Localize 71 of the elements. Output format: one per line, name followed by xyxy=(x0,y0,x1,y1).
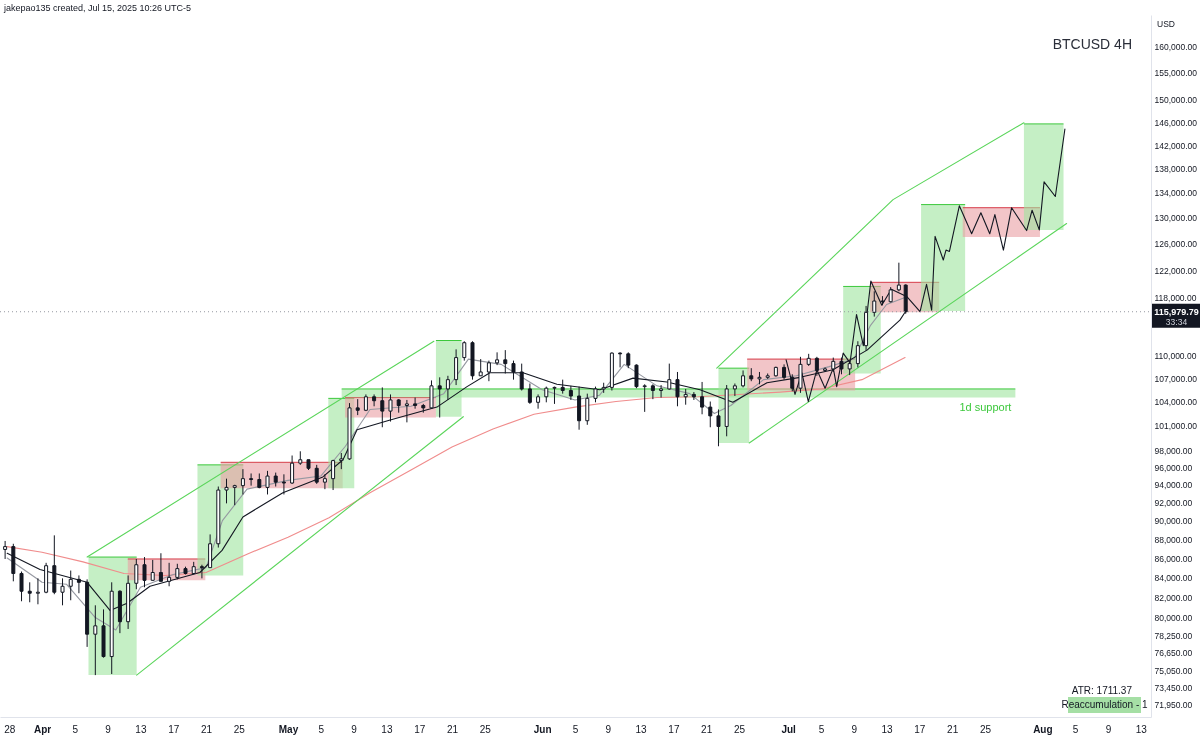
x-tick-label: Jul xyxy=(781,723,797,735)
y-axis-title: USD xyxy=(1157,19,1175,29)
x-tick-label: Apr xyxy=(33,723,52,735)
y-tick-label: 146,000.00 xyxy=(1154,117,1198,128)
y-tick-label: 142,000.00 xyxy=(1154,140,1198,151)
y-tick-label: 130,000.00 xyxy=(1154,213,1198,224)
x-tick-label: 21 xyxy=(200,723,213,735)
y-tick-label: 80,000.00 xyxy=(1154,613,1193,624)
x-tick-label: 13 xyxy=(881,723,894,735)
x-tick-label: 9 xyxy=(1105,723,1112,735)
y-tick-label: 78,250.00 xyxy=(1154,631,1193,642)
x-tick-label: 9 xyxy=(351,723,358,735)
x-tick-label: 25 xyxy=(479,723,492,735)
x-tick-label: 17 xyxy=(168,723,180,735)
y-tick-label: 110,000.00 xyxy=(1154,350,1197,361)
y-tick-label: 88,000.00 xyxy=(1154,534,1193,545)
x-tick-label: 9 xyxy=(851,723,858,735)
text: BTCUSD 4H xyxy=(1052,36,1132,52)
y-tick-label: 94,000.00 xyxy=(1154,480,1193,491)
y-tick-label: 96,000.00 xyxy=(1154,462,1193,473)
y-tick-label: 82,000.00 xyxy=(1154,592,1193,603)
x-tick-label: 25 xyxy=(979,723,992,735)
y-tick-label: 150,000.00 xyxy=(1154,95,1198,106)
y-tick-label: 76,650.00 xyxy=(1154,648,1193,659)
series-label: 1d support xyxy=(959,400,1012,413)
annotation: Reaccumulation - 1 xyxy=(1061,699,1149,710)
y-tick-label: 107,000.00 xyxy=(1154,373,1198,384)
y-tick-label: 84,000.00 xyxy=(1154,572,1193,583)
x-tick-label: 17 xyxy=(668,723,680,735)
x-tick-label: Jun xyxy=(533,723,552,735)
y-tick-label: 122,000.00 xyxy=(1154,265,1198,276)
x-tick-label: 21 xyxy=(701,723,713,735)
x-tick-label: 5 xyxy=(318,723,325,735)
y-tick-label: 101,000.00 xyxy=(1154,421,1198,432)
x-tick-label: 5 xyxy=(572,723,579,735)
x-tick-label: 25 xyxy=(233,723,246,735)
y-tick-label: 126,000.00 xyxy=(1154,239,1198,250)
x-tick-label: 13 xyxy=(635,723,648,735)
x-tick-label: 5 xyxy=(72,723,79,735)
ref-line-label: 115,979.79 xyxy=(1154,306,1199,317)
x-tick-label: 17 xyxy=(914,723,926,735)
chart-subtitle: jakepao135 created, Jul 15, 2025 10:26 UTC-5 xyxy=(3,3,192,13)
y-tick-label: 71,950.00 xyxy=(1154,700,1193,711)
x-tick-label: 21 xyxy=(446,723,459,735)
x-tick-label: 5 xyxy=(1072,723,1079,735)
x-tick-label: 5 xyxy=(818,723,825,735)
y-tick-label: 104,000.00 xyxy=(1154,397,1198,408)
y-tick-label: 92,000.00 xyxy=(1154,497,1193,508)
y-tick-label: 160,000.00 xyxy=(1154,42,1198,53)
x-tick-label: 13 xyxy=(1135,723,1148,735)
y-tick-label: 73,450.00 xyxy=(1154,683,1193,694)
y-tick-label: 90,000.00 xyxy=(1154,516,1193,527)
x-tick-label: 28 xyxy=(4,723,16,735)
y-tick-label: 138,000.00 xyxy=(1154,164,1198,175)
x-tick-label: 13 xyxy=(381,723,393,735)
y-tick-label: 155,000.00 xyxy=(1154,68,1198,79)
x-tick-label: 21 xyxy=(947,723,959,735)
x-tick-label: Aug xyxy=(1033,723,1053,735)
x-tick-label: 13 xyxy=(135,723,147,735)
x-tick-label: 9 xyxy=(605,723,612,735)
x-tick-label: 9 xyxy=(105,723,112,735)
text: 33:34 xyxy=(1165,316,1188,327)
y-tick-label: 118,000.00 xyxy=(1154,293,1197,304)
x-tick-label: May xyxy=(278,723,299,735)
annotation: ATR: 1711.37 xyxy=(1071,685,1133,696)
y-tick-label: 134,000.00 xyxy=(1154,188,1198,199)
x-tick-label: 25 xyxy=(733,723,746,735)
x-tick-label: 17 xyxy=(414,723,426,735)
y-tick-label: 98,000.00 xyxy=(1154,445,1193,456)
y-tick-label: 86,000.00 xyxy=(1154,553,1193,564)
y-tick-label: 75,050.00 xyxy=(1154,665,1193,676)
